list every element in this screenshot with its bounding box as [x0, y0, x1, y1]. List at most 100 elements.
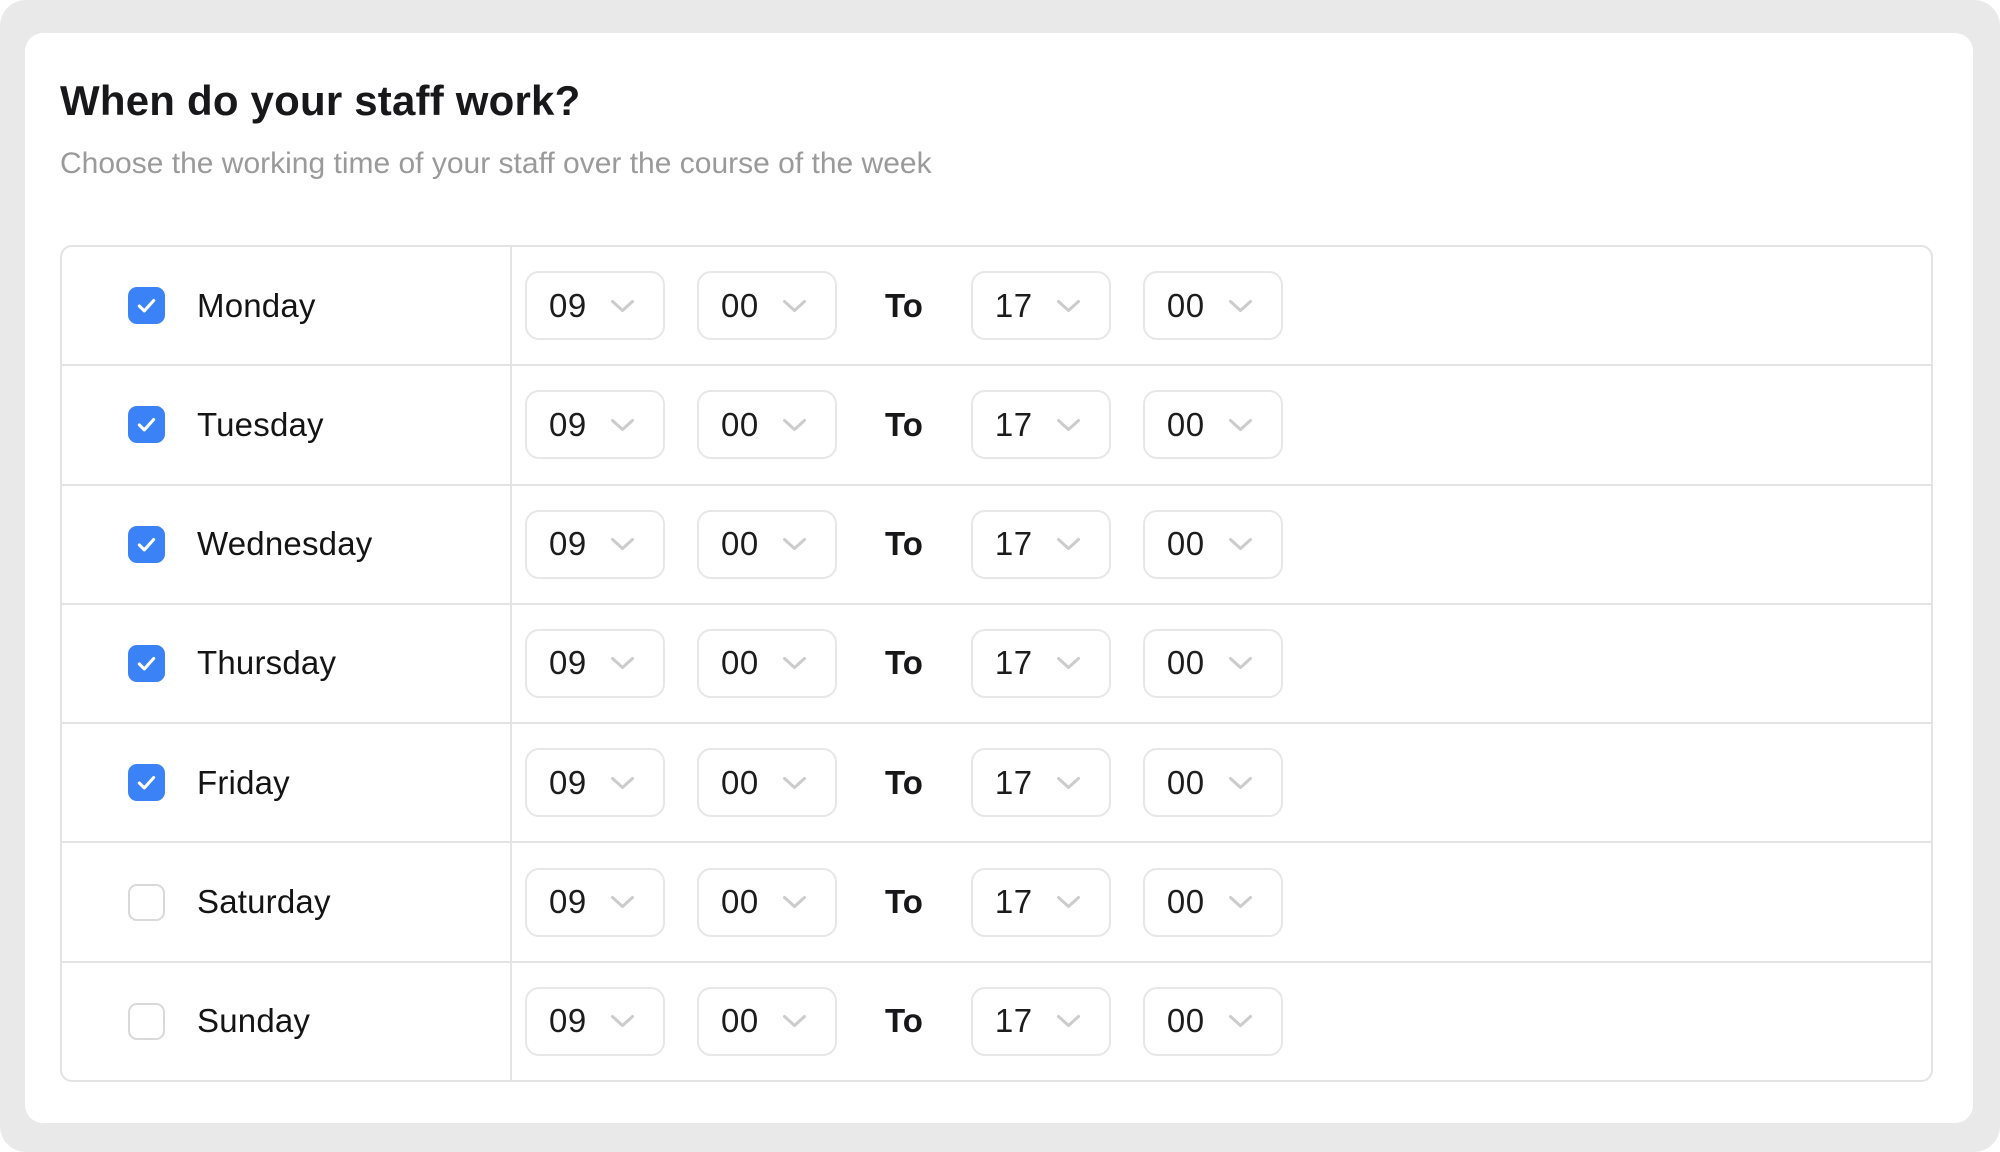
time-cell: 09 00 To 17 00	[512, 963, 1931, 1080]
chevron-down-icon	[783, 896, 806, 909]
from-minute-select[interactable]: 00	[697, 271, 837, 341]
time-cell: 09 00 To 17 00	[512, 366, 1931, 483]
from-minute-select[interactable]: 00	[697, 867, 837, 937]
from-hour-select[interactable]: 09	[525, 867, 665, 937]
chevron-down-icon	[1228, 896, 1252, 909]
chevron-down-icon	[611, 896, 634, 909]
to-label: To	[885, 883, 923, 921]
from-hour-value: 09	[549, 286, 587, 324]
from-minute-value: 00	[721, 1002, 759, 1040]
checkmark-icon	[137, 656, 156, 671]
from-minute-select[interactable]: 00	[697, 628, 837, 698]
from-minute-select[interactable]: 00	[697, 390, 837, 460]
to-hour-select[interactable]: 17	[970, 748, 1111, 818]
to-minute-select[interactable]: 00	[1142, 867, 1283, 937]
checkmark-icon	[137, 418, 156, 432]
day-checkbox[interactable]	[128, 883, 165, 921]
day-checkbox[interactable]	[128, 287, 165, 325]
from-hour-select[interactable]: 09	[525, 986, 665, 1056]
to-hour-value: 17	[994, 763, 1033, 801]
to-label: To	[885, 644, 923, 682]
to-minute-select[interactable]: 00	[1142, 986, 1283, 1056]
chevron-down-icon	[783, 299, 806, 312]
from-minute-value: 00	[721, 644, 759, 682]
time-cell: 09 00 To 17 00	[512, 605, 1931, 722]
to-hour-select[interactable]: 17	[970, 271, 1111, 341]
to-hour-select[interactable]: 17	[970, 390, 1111, 460]
to-minute-select[interactable]: 00	[1142, 271, 1283, 341]
to-minute-value: 00	[1166, 883, 1205, 921]
to-hour-value: 17	[994, 525, 1033, 563]
to-label: To	[885, 525, 923, 563]
day-row: Sunday 09 00 To 17	[62, 960, 1931, 1080]
to-hour-select[interactable]: 17	[970, 509, 1111, 579]
chevron-down-icon	[1228, 299, 1252, 312]
day-label: Wednesday	[197, 525, 373, 563]
chevron-down-icon	[1228, 418, 1252, 431]
schedule-table: Monday 09 00 To 17	[60, 245, 1933, 1082]
from-hour-value: 09	[549, 525, 587, 563]
from-minute-select[interactable]: 00	[697, 748, 837, 818]
to-hour-select[interactable]: 17	[970, 986, 1111, 1056]
page-subtitle: Choose the working time of your staff ov…	[60, 147, 932, 180]
to-hour-value: 17	[994, 644, 1033, 682]
to-minute-select[interactable]: 00	[1142, 748, 1283, 818]
chevron-down-icon	[611, 538, 634, 551]
chevron-down-icon	[783, 418, 806, 431]
from-hour-select[interactable]: 09	[525, 390, 665, 460]
from-hour-value: 09	[549, 1002, 587, 1040]
chevron-down-icon	[1056, 538, 1080, 551]
to-minute-value: 00	[1166, 525, 1205, 563]
to-minute-value: 00	[1166, 763, 1205, 801]
chevron-down-icon	[611, 299, 634, 312]
from-minute-select[interactable]: 00	[697, 986, 837, 1056]
day-cell: Thursday	[62, 604, 512, 723]
day-label: Sunday	[197, 1002, 311, 1040]
chevron-down-icon	[1056, 1015, 1080, 1028]
to-hour-value: 17	[994, 883, 1033, 921]
to-hour-select[interactable]: 17	[970, 628, 1111, 698]
to-minute-select[interactable]: 00	[1142, 390, 1283, 460]
chevron-down-icon	[611, 657, 634, 670]
from-hour-select[interactable]: 09	[525, 628, 665, 698]
to-minute-value: 00	[1166, 644, 1205, 682]
to-label: To	[885, 286, 923, 324]
chevron-down-icon	[1228, 538, 1252, 551]
day-cell: Tuesday	[62, 366, 512, 484]
to-hour-value: 17	[994, 1002, 1033, 1040]
to-hour-value: 17	[994, 405, 1033, 443]
chevron-down-icon	[1056, 776, 1080, 789]
day-cell: Monday	[62, 247, 512, 365]
from-hour-select[interactable]: 09	[525, 509, 665, 579]
to-hour-value: 17	[994, 286, 1033, 324]
to-minute-select[interactable]: 00	[1142, 628, 1283, 698]
checkmark-icon	[137, 776, 156, 790]
from-minute-select[interactable]: 00	[697, 509, 837, 579]
to-label: To	[885, 763, 923, 801]
to-minute-select[interactable]: 00	[1142, 509, 1283, 579]
day-checkbox[interactable]	[128, 525, 165, 563]
from-minute-value: 00	[721, 763, 759, 801]
chevron-down-icon	[783, 1015, 806, 1028]
day-checkbox[interactable]	[128, 406, 165, 444]
day-checkbox[interactable]	[128, 1002, 165, 1040]
from-hour-value: 09	[549, 405, 587, 443]
chevron-down-icon	[1228, 1015, 1252, 1028]
day-checkbox[interactable]	[128, 764, 165, 802]
page-title: When do your staff work?	[60, 77, 581, 124]
from-hour-value: 09	[549, 763, 587, 801]
from-minute-value: 00	[721, 883, 759, 921]
checkmark-icon	[137, 299, 156, 313]
to-hour-select[interactable]: 17	[970, 867, 1111, 937]
to-minute-value: 00	[1166, 1002, 1205, 1040]
from-minute-value: 00	[721, 286, 759, 324]
to-label: To	[885, 405, 923, 443]
chevron-down-icon	[783, 657, 806, 670]
chevron-down-icon	[611, 418, 634, 431]
day-checkbox[interactable]	[128, 644, 165, 682]
from-hour-select[interactable]: 09	[525, 271, 665, 341]
from-hour-select[interactable]: 09	[525, 748, 665, 818]
day-row: Friday 09 00 To 17	[62, 722, 1931, 842]
day-row: Thursday 09 00 To 17	[62, 602, 1931, 723]
